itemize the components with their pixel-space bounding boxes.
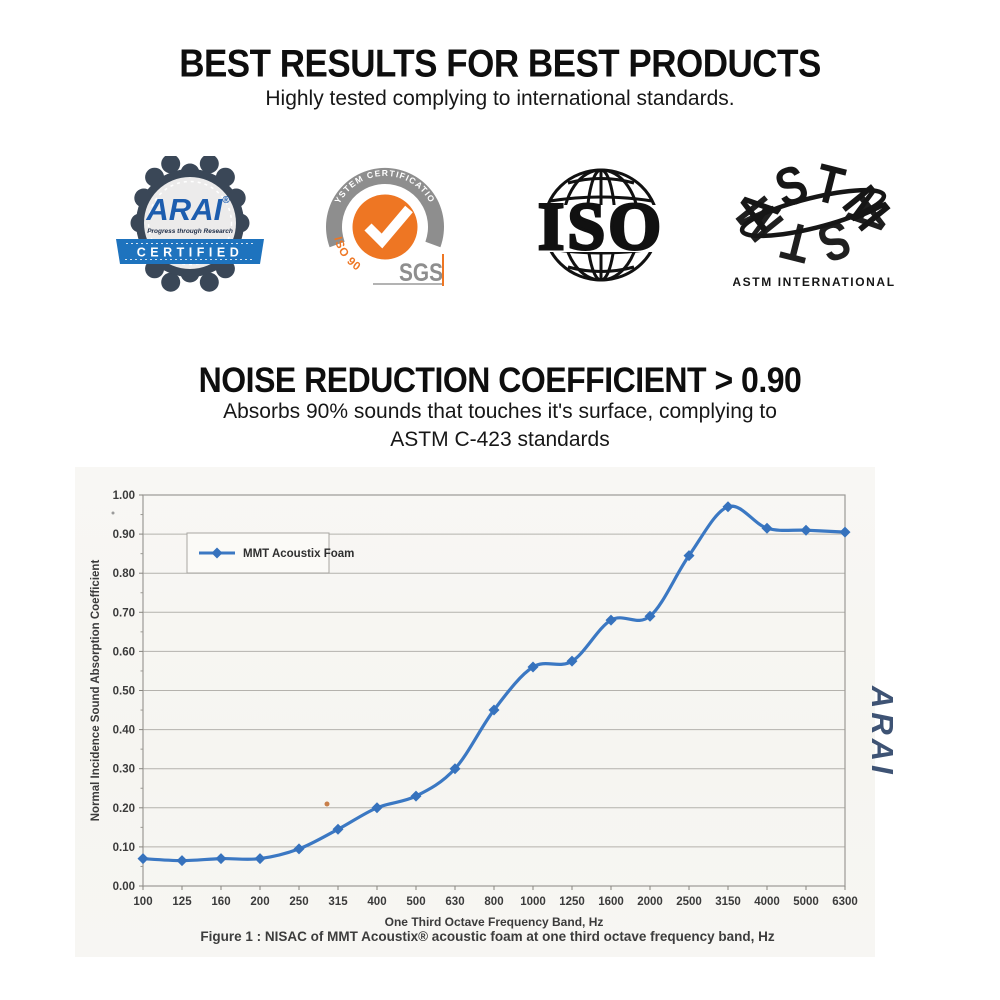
svg-text:0.80: 0.80 [113,568,135,580]
check-icon [364,205,413,249]
legend-box [186,532,330,574]
arai-wordmark: ARAI® [145,192,230,227]
svg-text:3150: 3150 [715,896,741,908]
svg-text:6300: 6300 [832,896,858,908]
svg-text:0.50: 0.50 [113,686,135,698]
svg-text:2500: 2500 [676,896,702,908]
y-axis-labels: 0.00 0.10 0.20 0.30 0.40 0.50 0.60 0.70 0.80 0.90… [113,490,143,893]
svg-text:4000: 4000 [754,896,780,908]
svg-text:0.70: 0.70 [113,607,135,619]
nrc-subtitle-line2: ASTM C-423 standards [390,428,610,451]
page-title: BEST RESULTS FOR BEST PRODUCTS [179,41,821,86]
sgs-gray-arc [326,167,444,248]
svg-text:0.40: 0.40 [113,725,135,737]
iso-wordmark: ISO [538,188,664,264]
arai-tagline: Progress through Research [147,228,233,235]
svg-text:500: 500 [406,896,425,908]
astm-monogram-icon: ASTM ASTM ASTM INTERNATIONAL [724,153,901,289]
svg-text:1.00: 1.00 [113,490,135,502]
sgs-iso9001-badge: SYSTEM CERTIFICATION ISO 9001 SGS [314,151,478,295]
iso-logo: ISO [525,160,685,290]
svg-text:125: 125 [172,896,192,908]
astm-orbit-ring [739,187,887,239]
chart-markers [137,501,851,867]
svg-text:0.30: 0.30 [113,764,135,776]
legend-label: MMT Acoustix Foam [243,548,354,560]
x-axis-title: One Third Octave Frequency Band, Hz [385,915,604,929]
arai-badge-icon: ARAI® Progress through Research CERTIFIE… [116,154,264,292]
svg-text:2000: 2000 [637,896,663,908]
certified-ribbon [116,239,264,264]
svg-text:Normal Incidence Sound Absorpt: Normal Incidence Sound Absorption Coeffi… [90,560,102,822]
page-subtitle: Highly tested complying to international… [265,87,735,110]
arai-watermark: ARAI [865,686,900,778]
iso-text-band [525,205,685,252]
sgs-wordmark: SGS [399,259,443,287]
svg-text:160: 160 [211,896,230,908]
absorption-coefficient-chart: 0.00 0.10 0.20 0.30 0.40 0.50 0.60 0.70 0.80 0.90… [75,467,875,957]
nrc-title: NOISE REDUCTION COEFFICIENT > 0.90 [198,360,802,400]
svg-text:5000: 5000 [793,896,819,908]
astm-caption: ASTM INTERNATIONAL [733,275,896,289]
svg-text:1250: 1250 [559,896,585,908]
svg-text:250: 250 [289,896,308,908]
sgs-check-disc [352,194,418,260]
x-axis-labels: 100 125 160 200 250 315 400 500 630 800 1000 1250 16… [133,886,858,908]
absorption-chart-svg: 0.00 0.10 0.20 0.30 0.40 0.50 0.60 0.70 0.80 0.90… [90,490,858,929]
svg-text:100: 100 [133,896,152,908]
svg-text:800: 800 [484,896,503,908]
svg-text:200: 200 [250,896,269,908]
badge-dashed-ring [147,180,233,266]
astm-logo: ASTM ASTM ASTM INTERNATIONAL [724,153,903,298]
scan-artifacts [111,511,330,807]
svg-text:1600: 1600 [598,896,624,908]
registered-mark: ® [222,195,230,206]
iso-globe-icon: ISO [525,168,685,282]
svg-text:630: 630 [445,896,464,908]
nrc-subtitle-line1: Absorbs 90% sounds that touches it's sur… [223,400,777,423]
y-axis-title: Normal Incidence Sound Absorption Coeffi… [90,560,102,822]
arai-certified-badge: ARAI® Progress through Research CERTIFIE… [110,154,290,306]
chart-gridlines [143,533,845,848]
svg-text:0.00: 0.00 [113,881,135,893]
svg-text:0.90: 0.90 [113,529,135,541]
figure-caption: Figure 1 : NISAC of MMT Acoustix® acoust… [200,929,775,944]
svg-text:315: 315 [328,896,348,908]
svg-text:0.60: 0.60 [113,646,135,658]
sgs-badge-icon: SYSTEM CERTIFICATION ISO 9001 SGS [314,151,444,287]
chart-legend: MMT Acoustix Foam [186,532,354,574]
svg-text:0.10: 0.10 [113,842,135,854]
certified-label: CERTIFIED [137,246,243,260]
svg-text:400: 400 [367,896,386,908]
svg-text:One Third Octave Frequency Ban: One Third Octave Frequency Band, Hz [385,915,604,929]
svg-text:0.20: 0.20 [113,803,135,815]
svg-text:1000: 1000 [520,896,546,908]
